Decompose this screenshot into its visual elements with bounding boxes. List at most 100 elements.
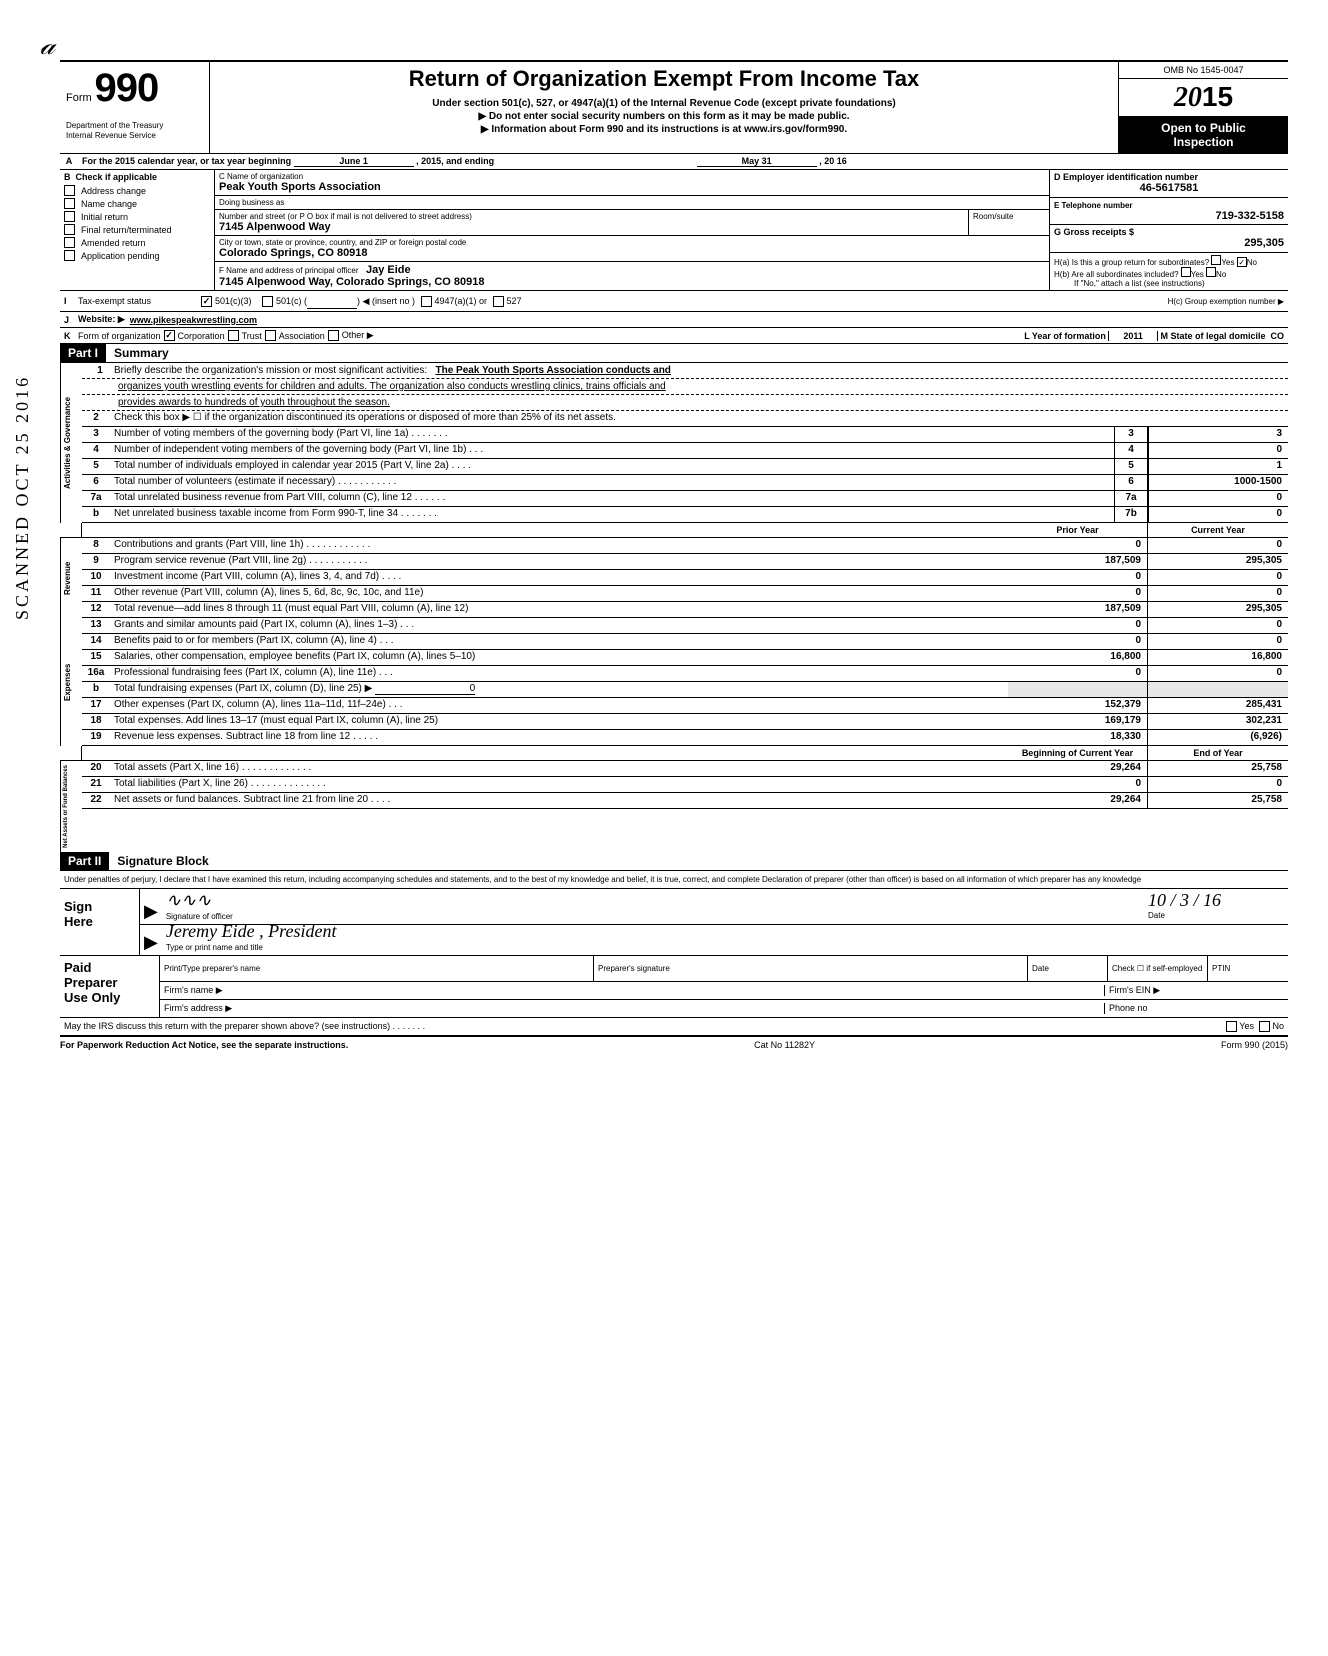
part-ii-header: Part II Signature Block [60,852,1288,871]
c13: 0 [1148,618,1288,633]
letter-k: K [64,331,78,341]
chk-527[interactable] [493,296,504,307]
lbl-final: Final return/terminated [81,225,172,235]
p14: 0 [1008,634,1148,649]
chk-address[interactable] [64,185,75,196]
firm-lbl: Firm's name ▶ [164,985,1104,996]
begin-date[interactable] [294,156,414,167]
c11: 0 [1148,586,1288,601]
hb-yes[interactable] [1181,267,1191,277]
chk-4947[interactable] [421,296,432,307]
j-value: www.pikespeakwrestling.com [130,315,257,325]
d20: Total assets (Part X, line 16) . . . . .… [110,761,1008,776]
open-text: Open to Public [1161,121,1246,135]
discuss-row: May the IRS discuss this return with the… [60,1018,1288,1037]
chk-amended[interactable] [64,237,75,248]
c16b [1148,682,1288,697]
k4: 4 [1114,443,1148,458]
pc4: Check ☐ if self-employed [1108,956,1208,981]
chk-pending[interactable] [64,250,75,261]
p9: 187,509 [1008,554,1148,569]
chk-corp[interactable]: ✓ [164,330,175,341]
n21: 21 [82,777,110,792]
n16a: 16a [82,666,110,681]
k6: 6 [1114,475,1148,490]
dy: Yes [1239,1021,1254,1032]
d8: Contributions and grants (Part VIII, lin… [110,538,1008,553]
d4: Number of independent voting members of … [110,443,1114,458]
chk-final[interactable] [64,224,75,235]
discuss-no[interactable] [1259,1021,1270,1032]
d-ein-lbl: D Employer identification number [1054,172,1198,182]
sub1: Under section 501(c), 527, or 4947(a)(1)… [216,98,1112,109]
sig-of-lbl: Signature of officer [166,912,233,921]
no: No [1247,258,1257,267]
sub2: ▶ Do not enter social security numbers o… [216,111,1112,122]
v6: 1000-1500 [1148,475,1288,490]
chk-name[interactable] [64,198,75,209]
arrow-icon: ▶ [144,901,158,922]
c21: 0 [1148,777,1288,792]
n8: 8 [82,538,110,553]
i-insert: ) ◀ (insert no ) [357,296,415,307]
501c-insert[interactable] [307,293,357,309]
footer: For Paperwork Reduction Act Notice, see … [60,1037,1288,1053]
lbl-initial: Initial return [81,212,128,222]
prior-curr-header: Prior Year Current Year [60,523,1288,538]
end-date[interactable] [697,156,817,167]
side-expenses: Expenses [60,618,82,746]
irs: Internal Revenue Service [66,131,156,140]
preparer-lbl: Preparer [64,975,117,990]
letter-j: J [64,315,78,325]
hb-no[interactable] [1206,267,1216,277]
c19: (6,926) [1148,730,1288,745]
part-i-header: Part I Summary [60,344,1288,363]
form-title: Return of Organization Exempt From Incom… [216,66,1112,92]
yes2: Yes [1191,270,1204,279]
open-public: Open to Public Inspection [1119,117,1288,153]
discuss-text: May the IRS discuss this return with the… [64,1021,1226,1032]
dn: No [1272,1021,1284,1032]
no2: No [1216,270,1226,279]
d5: Total number of individuals employed in … [110,459,1114,474]
ha-yes[interactable] [1211,255,1221,265]
ein-lbl: Firm's EIN ▶ [1104,985,1284,996]
yes: Yes [1221,258,1234,267]
dept: Department of the Treasury [66,121,203,130]
n11: 11 [82,586,110,601]
inspection-text: Inspection [1173,135,1233,149]
curr-col: Current Year [1148,523,1288,537]
l-val: 2011 [1108,331,1158,341]
chk-initial[interactable] [64,211,75,222]
chk-trust[interactable] [228,330,239,341]
p18: 169,179 [1008,714,1148,729]
chk-other[interactable] [328,330,339,341]
d6: Total number of volunteers (estimate if … [110,475,1114,490]
p16a: 0 [1008,666,1148,681]
part-ii-title: Signature Block [109,852,216,870]
chk-assoc[interactable] [265,330,276,341]
d11: Other revenue (Part VIII, column (A), li… [110,586,1008,601]
b-header: Check if applicable [76,172,158,182]
use-lbl: Use Only [64,990,120,1005]
n7a: 7a [82,491,110,506]
d16a: Professional fundraising fees (Part IX, … [110,666,1008,681]
chk-501c3[interactable]: ✓ [201,296,212,307]
row-i: I Tax-exempt status ✓501(c)(3) 501(c) ( … [60,291,1288,312]
p12: 187,509 [1008,602,1148,617]
part-ii-label: Part II [60,852,109,870]
n13: 13 [82,618,110,633]
d2: Check this box ▶ ☐ if the organization d… [110,411,1288,426]
v7b: 0 [1148,507,1288,522]
tax-year: 2015 [1119,79,1288,117]
p8: 0 [1008,538,1148,553]
v5: 1 [1148,459,1288,474]
ha-no[interactable]: ✓ [1237,257,1247,267]
f-name: Jay Eide [366,264,411,276]
chk-501c[interactable] [262,296,273,307]
discuss-yes[interactable] [1226,1021,1237,1032]
addr-lbl: Firm's address ▶ [164,1003,1104,1014]
n20: 20 [82,761,110,776]
ha: H(a) Is this a group return for subordin… [1054,258,1209,267]
d19: Revenue less expenses. Subtract line 18 … [110,730,1008,745]
